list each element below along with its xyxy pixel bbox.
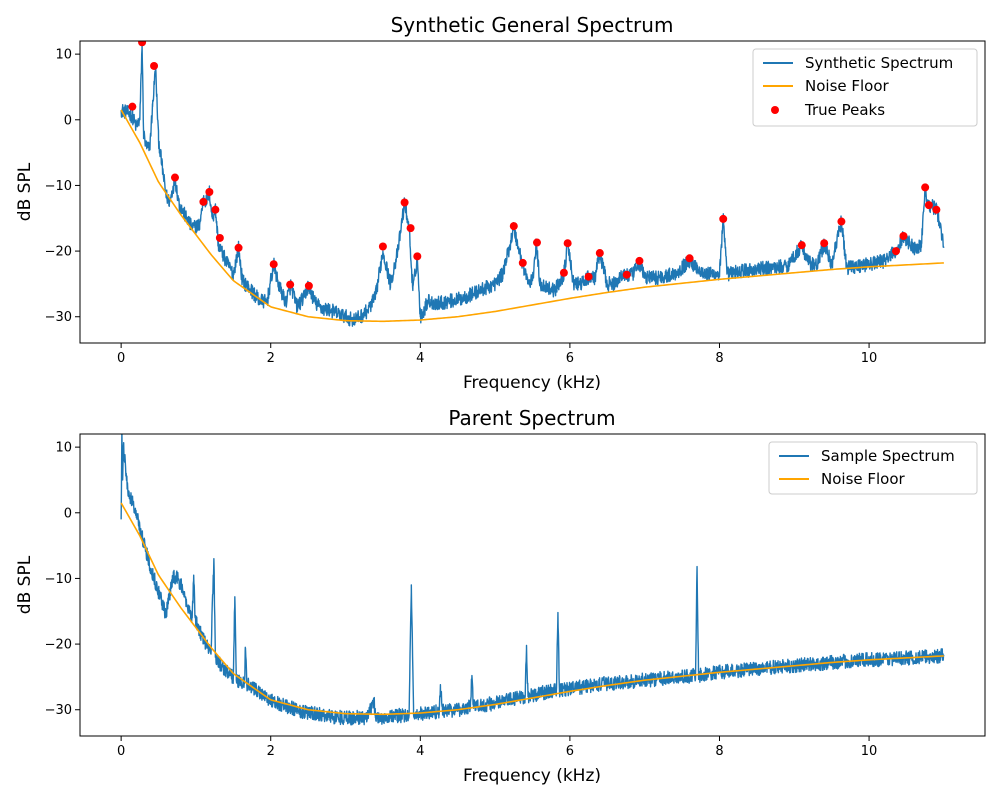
true-peak-point xyxy=(170,173,179,182)
bottom-y-tick-label: −10 xyxy=(45,572,72,587)
bottom-chart-y-label: dB SPL xyxy=(15,555,35,614)
legend-label-true-peaks: True Peaks xyxy=(804,101,885,119)
true-peak-point xyxy=(719,214,728,223)
top-chart-panel: Synthetic General Spectrum 0 2 4 6 8 10 −30 −2… xyxy=(15,13,986,393)
true-peak-point xyxy=(837,217,846,226)
bottom-x-tick-label: 10 xyxy=(861,744,878,759)
true-peak-point xyxy=(892,247,900,256)
true-peak-point xyxy=(595,249,604,258)
true-peak-point xyxy=(138,41,147,47)
top-chart-frame xyxy=(79,40,986,344)
bottom-x-tick-label: 0 xyxy=(117,744,125,759)
top-y-tick-label: 10 xyxy=(55,48,72,63)
bottom-chart-x-axis: 0 2 4 6 8 10 xyxy=(117,736,877,759)
true-peak-point xyxy=(532,238,541,247)
true-peak-point xyxy=(924,201,933,210)
true-peak-point xyxy=(559,268,568,277)
bottom-chart-title: Parent Spectrum xyxy=(448,406,615,430)
top-x-tick-label: 6 xyxy=(566,351,574,366)
bottom-x-tick-label: 6 xyxy=(566,744,574,759)
top-chart-y-label: dB SPL xyxy=(15,162,35,221)
bottom-chart-plot-area xyxy=(120,434,945,726)
bottom-chart-frame xyxy=(79,433,986,737)
bottom-chart-panel: Parent Spectrum 0 2 4 6 8 10 −30 −20 −10 0 10 Fre… xyxy=(15,406,986,786)
legend-label-synthetic-spectrum: Synthetic Spectrum xyxy=(805,54,953,72)
top-chart-legend-box xyxy=(752,48,978,127)
true-peak-point xyxy=(150,61,159,70)
true-peak-point xyxy=(932,205,941,214)
top-y-tick-label: 0 xyxy=(64,113,72,128)
true-peak-point xyxy=(400,198,409,207)
bottom-chart-legend-box xyxy=(768,441,978,495)
true-peak-point xyxy=(269,260,278,269)
true-peak-point xyxy=(622,270,631,279)
sample-spectrum-line xyxy=(120,434,945,726)
bottom-x-tick-label: 2 xyxy=(267,744,275,759)
true-peak-point xyxy=(921,183,930,192)
top-chart-x-axis: 0 2 4 6 8 10 xyxy=(117,343,877,366)
top-chart-x-label: Frequency (kHz) xyxy=(463,373,601,393)
bottom-y-tick-label: −20 xyxy=(45,638,72,653)
true-peak-point xyxy=(635,256,644,265)
bottom-y-tick-label: 10 xyxy=(55,441,72,456)
top-y-tick-label: −10 xyxy=(45,179,72,194)
true-peak-point xyxy=(211,205,220,214)
true-peak-point xyxy=(286,280,295,289)
true-peak-point xyxy=(234,243,243,252)
bottom-y-tick-label: −30 xyxy=(45,703,72,718)
legend-label-noise-floor-2: Noise Floor xyxy=(821,470,906,488)
true-peak-point xyxy=(406,224,415,233)
bottom-x-tick-label: 8 xyxy=(715,744,723,759)
bottom-chart-x-label: Frequency (kHz) xyxy=(463,766,601,786)
top-x-tick-label: 10 xyxy=(861,351,878,366)
top-chart-legend: Synthetic Spectrum Noise Floor True Peak… xyxy=(752,48,978,127)
legend-swatch-true-peaks xyxy=(771,106,779,114)
top-x-tick-label: 0 xyxy=(117,351,125,366)
top-x-tick-label: 8 xyxy=(715,351,723,366)
true-peak-point xyxy=(128,102,137,111)
true-peak-point xyxy=(199,197,208,206)
legend-label-sample-spectrum: Sample Spectrum xyxy=(821,447,955,465)
true-peak-point xyxy=(215,233,224,242)
noise-floor-line xyxy=(120,109,944,323)
true-peak-point xyxy=(563,239,572,248)
top-y-tick-label: −20 xyxy=(45,245,72,260)
top-x-tick-label: 2 xyxy=(267,351,275,366)
true-peak-point xyxy=(820,239,829,248)
true-peak-point xyxy=(685,254,694,263)
true-peak-point xyxy=(584,272,593,281)
bottom-x-tick-label: 4 xyxy=(416,744,424,759)
synthetic-spectrum-line xyxy=(120,43,945,327)
top-x-tick-label: 4 xyxy=(416,351,424,366)
true-peak-point xyxy=(378,242,387,251)
legend-label-noise-floor: Noise Floor xyxy=(805,77,890,95)
top-y-tick-label: −30 xyxy=(45,310,72,325)
noise-floor-line xyxy=(120,502,944,716)
true-peak-point xyxy=(518,258,527,267)
true-peak-point xyxy=(509,222,518,231)
true-peak-point xyxy=(899,231,908,240)
bottom-chart-y-axis: −30 −20 −10 0 10 xyxy=(45,441,80,718)
top-chart-y-axis: −30 −20 −10 0 10 xyxy=(45,48,80,325)
bottom-y-tick-label: 0 xyxy=(64,506,72,521)
true-peak-point xyxy=(304,281,313,290)
bottom-chart-legend: Sample Spectrum Noise Floor xyxy=(768,441,978,495)
top-chart-plot-area xyxy=(120,41,945,327)
true-peak-point xyxy=(413,252,422,261)
true-peak-point xyxy=(205,188,214,196)
top-chart-title: Synthetic General Spectrum xyxy=(391,13,674,37)
true-peak-point xyxy=(797,241,806,250)
